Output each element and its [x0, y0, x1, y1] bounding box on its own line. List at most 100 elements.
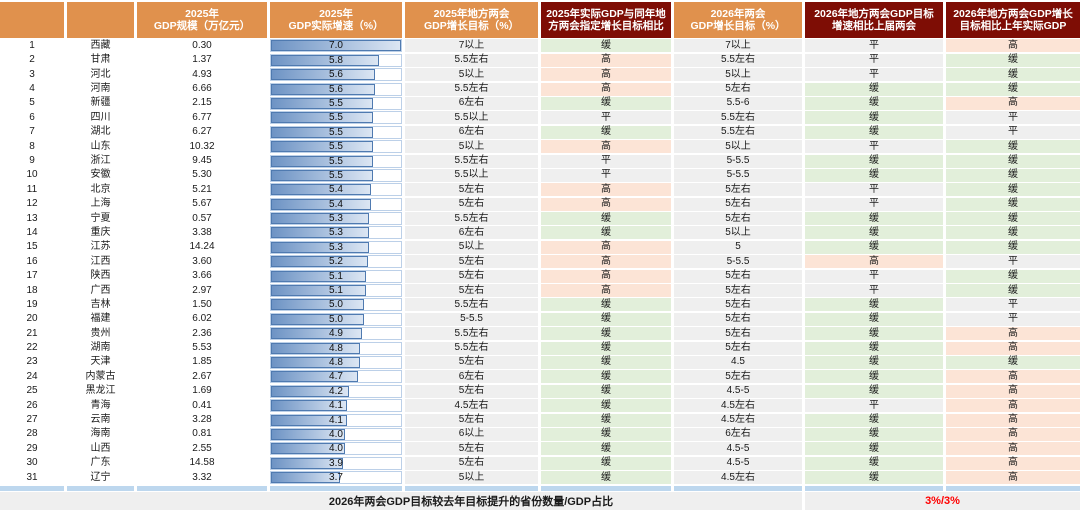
growth-bar-cell: 5.0	[270, 312, 402, 326]
growth-bar-cell: 5.3	[270, 212, 402, 226]
actual-vs-target-2025-cell: 缓	[541, 39, 671, 53]
header-line-2: GDP规模（万亿元）	[153, 20, 251, 32]
growth-bar	[271, 313, 364, 325]
target-2025-cell: 5左右	[405, 355, 538, 369]
actual-vs-target-2025-cell: 高	[541, 269, 671, 283]
province-cell: 辽宁	[90, 471, 111, 483]
province-cell: 西藏	[90, 39, 111, 51]
target-2025-cell: 5以上	[405, 68, 538, 82]
table-bottom-strip	[946, 485, 1080, 491]
target-2026-vs-prev-cell: 平	[805, 269, 943, 283]
target-2026-vs-prev-cell: 缓	[805, 111, 943, 125]
growth-value-label: 5.1	[329, 285, 343, 297]
actual-vs-target-2025-cell: 缓	[541, 427, 671, 441]
target-2026-vs-actual-cell: 平	[946, 312, 1080, 326]
target-2026-cell: 5左右	[674, 370, 802, 384]
growth-value-label: 7.0	[329, 40, 343, 52]
province-cell: 四川	[90, 111, 111, 123]
gdp-scale-cell: 5.30	[192, 169, 212, 181]
actual-vs-target-2025-cell: 平	[541, 168, 671, 182]
target-2025-cell: 5.5左右	[405, 298, 538, 312]
target-2025-cell: 5.5左右	[405, 212, 538, 226]
province-cell: 山东	[90, 140, 111, 152]
target-2026-vs-prev-cell: 平	[805, 284, 943, 298]
rank-cell: 16	[26, 255, 38, 267]
target-2026-vs-actual-cell: 高	[946, 413, 1080, 427]
target-2026-cell: 5左右	[674, 269, 802, 283]
rank-cell: 10	[26, 169, 38, 181]
table-bottom-strip	[541, 485, 671, 491]
growth-bar	[271, 69, 375, 81]
header-line-1: 2025年实际GDP与同年地	[546, 7, 666, 20]
growth-bar-cell: 5.5	[270, 140, 402, 154]
gdp-scale-cell: 0.81	[192, 428, 212, 440]
target-2026-vs-prev-cell: 缓	[805, 312, 943, 326]
rank-cell: 15	[26, 241, 38, 253]
target-2026-cell: 4.5	[674, 355, 802, 369]
growth-bar	[271, 155, 374, 167]
gdp-scale-cell: 10.32	[189, 140, 215, 152]
actual-vs-target-2025-cell: 缓	[541, 96, 671, 110]
target-2026-cell: 5左右	[674, 183, 802, 197]
target-2026-vs-actual-cell: 高	[946, 96, 1080, 110]
header-province	[67, 2, 134, 38]
target-2025-cell: 5.5左右	[405, 327, 538, 341]
growth-value-label: 3.7	[329, 472, 343, 484]
gdp-scale-cell: 9.45	[192, 155, 212, 167]
target-2026-vs-actual-cell: 高	[946, 39, 1080, 53]
actual-vs-target-2025-cell: 高	[541, 240, 671, 254]
target-2025-cell: 5以上	[405, 240, 538, 254]
growth-value-label: 4.8	[329, 342, 343, 354]
province-cell: 陕西	[90, 270, 111, 282]
province-cell: 河南	[90, 83, 111, 95]
header-gdp-target-2026: 2026年两会 GDP增长目标（%）	[674, 2, 802, 38]
rank-cell: 2	[29, 54, 35, 66]
growth-bar	[271, 285, 366, 297]
actual-vs-target-2025-cell: 缓	[541, 456, 671, 470]
gdp-scale-cell: 3.66	[192, 270, 212, 282]
growth-value-label: 5.3	[329, 213, 343, 225]
table-bottom-strip	[0, 485, 64, 491]
growth-value-label: 5.5	[329, 169, 343, 181]
actual-vs-target-2025-cell: 缓	[541, 384, 671, 398]
growth-bar-cell: 5.8	[270, 53, 402, 67]
target-2026-cell: 5.5左右	[674, 125, 802, 139]
target-2026-cell: 4.5左右	[674, 399, 802, 413]
rank-cell: 23	[26, 356, 38, 368]
target-2026-cell: 7以上	[674, 39, 802, 53]
growth-value-label: 5.5	[329, 97, 343, 109]
header-2026-target-vs-prev-target: 2026年地方两会GDP目标 增速相比上届两会	[805, 2, 943, 38]
growth-bar	[271, 400, 348, 412]
growth-value-label: 5.5	[329, 155, 343, 167]
target-2026-cell: 4.5左右	[674, 413, 802, 427]
growth-value-label: 5.5	[329, 141, 343, 153]
actual-vs-target-2025-cell: 高	[541, 197, 671, 211]
footer-summary-label: 2026年两会GDP目标较去年目标提升的省份数量/GDP占比	[0, 491, 802, 510]
target-2026-vs-actual-cell: 平	[946, 111, 1080, 125]
rank-cell: 20	[26, 313, 38, 325]
growth-bar	[271, 241, 370, 253]
target-2026-vs-actual-cell: 缓	[946, 168, 1080, 182]
growth-bar	[271, 227, 370, 239]
rank-cell: 17	[26, 270, 38, 282]
target-2026-vs-actual-cell: 缓	[946, 53, 1080, 67]
target-2025-cell: 6左右	[405, 226, 538, 240]
growth-bar	[271, 198, 372, 210]
growth-value-label: 5.3	[329, 227, 343, 239]
target-2026-vs-prev-cell: 缓	[805, 125, 943, 139]
target-2025-cell: 6左右	[405, 96, 538, 110]
target-2026-cell: 5左右	[674, 212, 802, 226]
province-cell: 海南	[90, 428, 111, 440]
growth-bar	[271, 97, 374, 109]
province-cell: 天津	[90, 356, 111, 368]
target-2025-cell: 5.5以上	[405, 168, 538, 182]
target-2026-vs-actual-cell: 缓	[946, 240, 1080, 254]
growth-value-label: 4.8	[329, 356, 343, 368]
table-bottom-strip	[270, 485, 402, 491]
province-cell: 河北	[90, 68, 111, 80]
rank-cell: 21	[26, 327, 38, 339]
target-2026-vs-prev-cell: 缓	[805, 212, 943, 226]
growth-bar-cell: 4.8	[270, 355, 402, 369]
target-2026-vs-actual-cell: 高	[946, 456, 1080, 470]
target-2026-vs-prev-cell: 缓	[805, 327, 943, 341]
